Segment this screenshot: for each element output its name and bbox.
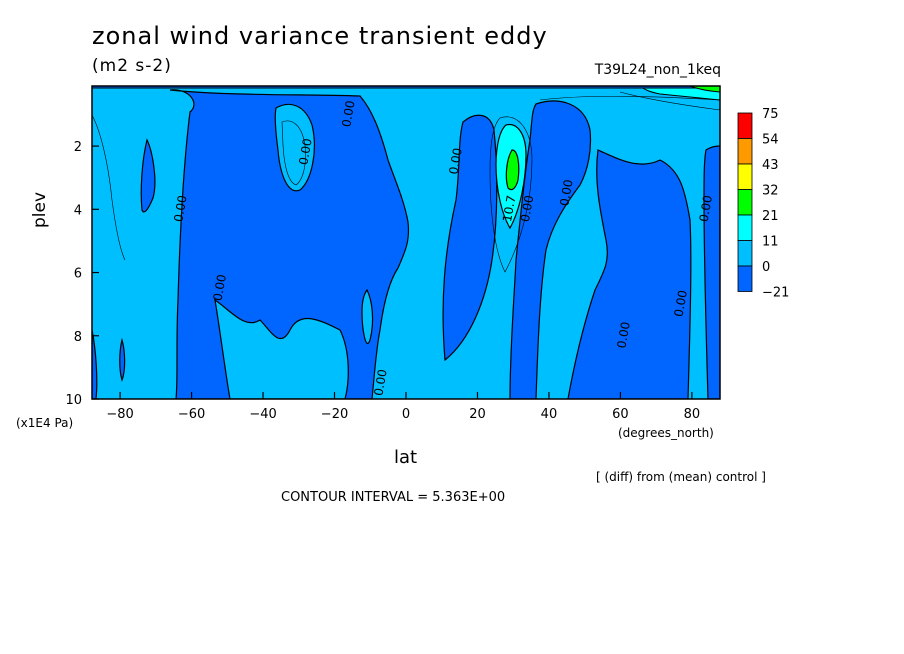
field-negative-small-1 bbox=[140, 138, 156, 213]
colorbar-label: −21 bbox=[762, 286, 789, 301]
colorbar-label: 11 bbox=[762, 235, 779, 250]
x-tick-label: 0 bbox=[402, 407, 410, 422]
x-tick-label: 40 bbox=[541, 407, 558, 422]
x-axis-title: lat bbox=[394, 447, 418, 468]
y-tick-label: 10 bbox=[65, 393, 82, 408]
y-tick-label: 6 bbox=[74, 267, 82, 282]
x-tick-label: −80 bbox=[106, 407, 133, 422]
field-negative-small-3 bbox=[119, 337, 126, 382]
colorbar-swatch bbox=[737, 112, 753, 139]
field-negative-nh-pole bbox=[703, 145, 720, 399]
contour-label: 10.7 bbox=[500, 194, 518, 223]
contour-label: 0.00 bbox=[614, 321, 632, 350]
field-jet-21 bbox=[505, 149, 520, 191]
colorbar-swatch bbox=[737, 214, 753, 241]
colorbar-label: 32 bbox=[762, 184, 779, 199]
colorbar-swatch bbox=[737, 138, 753, 165]
colorbar-label: 43 bbox=[762, 158, 779, 173]
colorbar-swatch bbox=[737, 265, 753, 292]
colorbar-swatch bbox=[737, 240, 753, 267]
run-name-label: T39L24_non_1keq bbox=[594, 62, 721, 78]
contour-line-3 bbox=[489, 116, 533, 273]
contour-line-2 bbox=[281, 120, 306, 186]
contour-label: 0.00 bbox=[697, 194, 715, 223]
diff-note: [ (diff) from (mean) control ] bbox=[596, 470, 766, 484]
contour-label: 0.00 bbox=[446, 147, 464, 176]
colorbar-label: 75 bbox=[762, 107, 779, 122]
y-axis-title: plev bbox=[30, 191, 50, 228]
contour-fill-layer bbox=[92, 86, 720, 399]
y-tick-label: 4 bbox=[74, 203, 82, 218]
contour-label: 0.00 bbox=[672, 289, 690, 318]
contour-label: 0.00 bbox=[296, 137, 314, 166]
units-label: (m2 s-2) bbox=[92, 56, 172, 76]
contour-line-4 bbox=[539, 95, 720, 101]
colorbar-label: 0 bbox=[762, 260, 770, 275]
contour-label: 0.00 bbox=[211, 273, 229, 302]
x-axis-unit: (degrees_north) bbox=[618, 426, 714, 440]
chart-title: zonal wind variance transient eddy bbox=[92, 22, 548, 50]
y-tick-label: 2 bbox=[74, 140, 82, 155]
y-tick-label: 8 bbox=[74, 330, 82, 345]
x-tick-label: −40 bbox=[249, 407, 276, 422]
colorbar-label: 21 bbox=[762, 209, 779, 224]
field-positive-hole-sh-3 bbox=[361, 288, 374, 344]
x-tick-label: 80 bbox=[684, 407, 701, 422]
x-tick-label: 60 bbox=[612, 407, 629, 422]
colorbar-swatch bbox=[737, 189, 753, 216]
contour-label: 0.00 bbox=[339, 99, 357, 128]
field-top-band-3 bbox=[689, 86, 720, 93]
field-positive-hole-sh-2 bbox=[214, 298, 349, 399]
y-axis-unit: (x1E4 Pa) bbox=[16, 416, 74, 430]
contour-line-5 bbox=[619, 91, 720, 111]
axis-ticks: −80 −60 −40 −20 0 20 40 60 80 2 4 6 8 10 bbox=[65, 140, 700, 422]
field-positive-hole-sh bbox=[274, 103, 315, 192]
colorbar-swatch bbox=[737, 163, 753, 190]
contour-label: 0.00 bbox=[518, 194, 536, 223]
x-tick-label: −20 bbox=[321, 407, 348, 422]
contour-label: 0.00 bbox=[557, 178, 575, 207]
contour-line-1 bbox=[92, 114, 126, 261]
contour-label: 0.00 bbox=[171, 194, 189, 223]
x-tick-label: 20 bbox=[469, 407, 486, 422]
x-tick-label: −60 bbox=[178, 407, 205, 422]
colorbar-label: 54 bbox=[762, 133, 779, 148]
contour-interval-label: CONTOUR INTERVAL = 5.363E+00 bbox=[281, 490, 506, 505]
contour-label: 0.00 bbox=[371, 368, 389, 397]
colorbar: 75 54 43 32 21 11 0 −21 bbox=[737, 107, 789, 301]
